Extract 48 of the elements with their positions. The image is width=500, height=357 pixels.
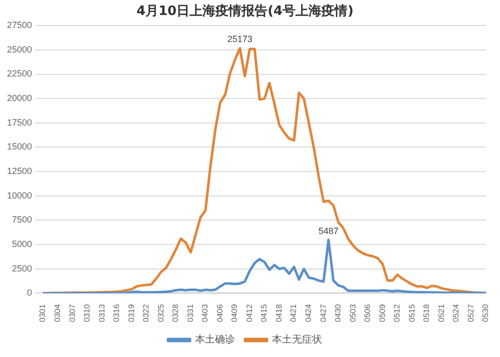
x-tick-label: 0412 — [244, 304, 254, 322]
x-tick-label: 0418 — [274, 304, 284, 322]
x-tick-label: 0421 — [289, 304, 298, 322]
x-tick-label: 0424 — [304, 304, 314, 322]
x-tick-label: 0518 — [422, 304, 432, 322]
y-tick-label: 20000 — [6, 93, 32, 104]
x-tick-label: 0409 — [230, 304, 240, 322]
x-tick-label: 0307 — [68, 304, 77, 322]
x-tick-label: 0325 — [156, 304, 166, 322]
legend-label: 本土确诊 — [195, 334, 235, 346]
x-tick-label: 0328 — [171, 304, 180, 322]
x-tick-label: 0506 — [363, 304, 372, 322]
y-tick-label: 7500 — [12, 214, 32, 225]
y-tick-label: 2500 — [12, 263, 32, 274]
x-tick-label: 0512 — [392, 304, 402, 322]
x-tick-label: 0430 — [334, 304, 343, 322]
x-tick-label: 0509 — [378, 304, 387, 322]
x-tick-label: 0319 — [126, 304, 136, 322]
x-tick-label: 0427 — [318, 304, 328, 322]
y-tick-label: 25000 — [6, 44, 32, 54]
x-tick-label: 0403 — [200, 304, 210, 322]
chart-title: 4月10日上海疫情报告(4号上海疫情) — [136, 3, 354, 20]
x-tick-label: 0304 — [52, 304, 62, 322]
x-tick-label: 0524 — [452, 304, 461, 322]
x-tick-label: 0406 — [215, 304, 224, 322]
x-tick-label: 0331 — [186, 304, 195, 322]
x-tick-label: 0316 — [112, 304, 122, 322]
y-tick-label: 0 — [27, 288, 32, 298]
x-tick-label: 0313 — [97, 304, 106, 322]
y-tick-label: 10000 — [6, 190, 32, 200]
x-tick-label: 0415 — [260, 304, 269, 322]
y-tick-label: 15000 — [6, 142, 32, 152]
x-tick-label: 0310 — [82, 304, 92, 322]
x-tick-label: 0521 — [436, 304, 446, 322]
y-tick-label: 17500 — [6, 117, 32, 128]
x-tick-label: 0322 — [142, 304, 151, 322]
y-tick-label: 12500 — [6, 166, 32, 176]
data-label: 25173 — [227, 34, 252, 44]
y-tick-label: 27500 — [6, 20, 32, 30]
x-tick-label: 0515 — [407, 304, 416, 322]
data-label: 5487 — [318, 226, 339, 236]
y-tick-label: 5000 — [12, 239, 32, 250]
y-tick-label: 22500 — [6, 68, 32, 79]
x-tick-label: 0530 — [481, 304, 490, 322]
x-tick-label: 0527 — [466, 304, 476, 322]
x-tick-label: 0301 — [38, 304, 48, 322]
x-tick-label: 0503 — [348, 304, 358, 322]
legend-label: 本土无症状 — [272, 334, 322, 346]
